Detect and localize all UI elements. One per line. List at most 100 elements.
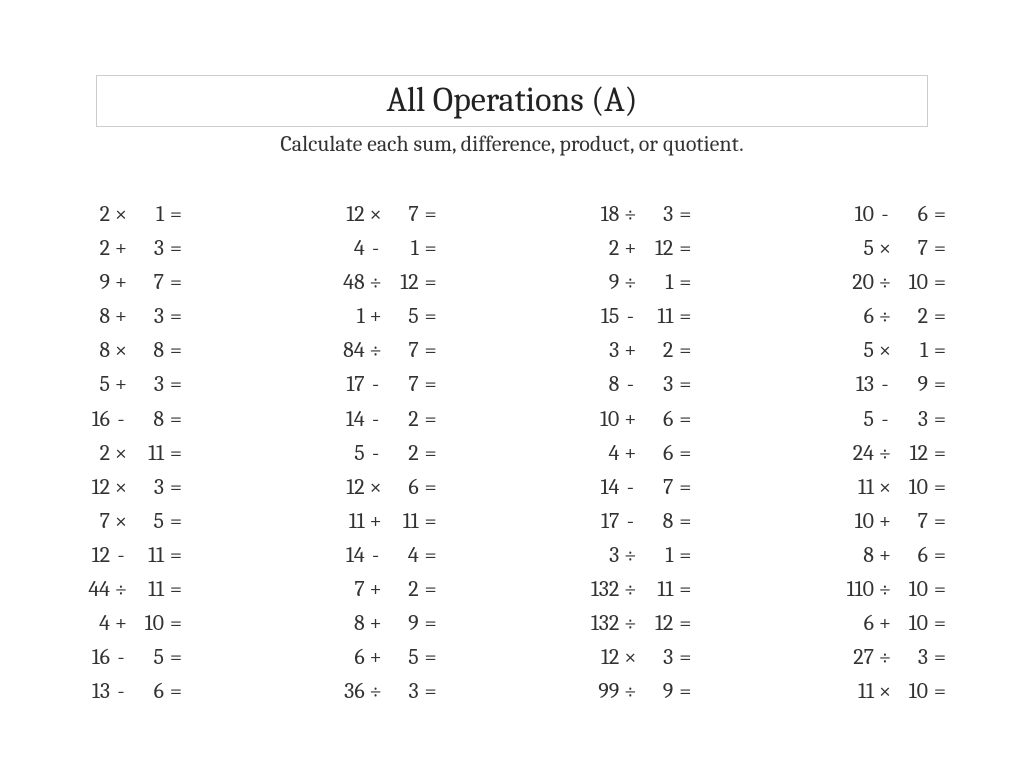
operand-a: 27 — [836, 640, 874, 674]
equals-sign: = — [419, 402, 443, 436]
equals-sign: = — [164, 470, 188, 504]
equals-sign: = — [928, 572, 952, 606]
operand-a: 13 — [836, 367, 874, 401]
equals-sign: = — [673, 367, 697, 401]
operand-b: 3 — [896, 402, 928, 436]
equals-sign: = — [673, 265, 697, 299]
operand-a: 132 — [581, 572, 619, 606]
problem-row: 5-2= — [327, 436, 443, 470]
equals-sign: = — [419, 367, 443, 401]
problem-row: 2×1= — [72, 197, 188, 231]
equals-sign: = — [673, 504, 697, 538]
problem-row: 11+11= — [327, 504, 443, 538]
operator: ÷ — [874, 572, 896, 606]
problem-row: 8+3= — [72, 299, 188, 333]
problem-row: 99÷9= — [581, 674, 697, 708]
operand-b: 12 — [641, 231, 673, 265]
operand-b: 1 — [641, 265, 673, 299]
operand-b: 1 — [641, 538, 673, 572]
problem-column: 10-6=5×7=20÷10=6÷2=5×1=13-9=5-3=24÷12=11… — [836, 197, 952, 708]
operand-a: 2 — [72, 436, 110, 470]
equals-sign: = — [928, 640, 952, 674]
operand-a: 20 — [836, 265, 874, 299]
problem-row: 8-3= — [581, 367, 697, 401]
operand-a: 8 — [72, 299, 110, 333]
equals-sign: = — [164, 231, 188, 265]
operator: ÷ — [365, 265, 387, 299]
operator: + — [619, 231, 641, 265]
operand-a: 99 — [581, 674, 619, 708]
operator: + — [874, 606, 896, 640]
operator: ÷ — [874, 436, 896, 470]
equals-sign: = — [673, 436, 697, 470]
operand-b: 11 — [132, 572, 164, 606]
operand-a: 12 — [72, 470, 110, 504]
operand-a: 36 — [327, 674, 365, 708]
operand-b: 5 — [387, 299, 419, 333]
operator: × — [874, 333, 896, 367]
equals-sign: = — [164, 299, 188, 333]
operand-b: 6 — [896, 538, 928, 572]
equals-sign: = — [673, 197, 697, 231]
operand-b: 2 — [641, 333, 673, 367]
operand-a: 14 — [327, 402, 365, 436]
equals-sign: = — [419, 231, 443, 265]
operator: × — [365, 197, 387, 231]
operand-b: 10 — [896, 572, 928, 606]
operator: ÷ — [619, 606, 641, 640]
operand-a: 16 — [72, 402, 110, 436]
equals-sign: = — [673, 606, 697, 640]
operand-a: 3 — [581, 538, 619, 572]
operand-b: 6 — [641, 436, 673, 470]
equals-sign: = — [928, 402, 952, 436]
operand-b: 4 — [387, 538, 419, 572]
operand-b: 9 — [387, 606, 419, 640]
problem-column: 18÷3=2+12=9÷1=15-11=3+2=8-3=10+6=4+6=14-… — [581, 197, 697, 708]
equals-sign: = — [164, 367, 188, 401]
problem-row: 18÷3= — [581, 197, 697, 231]
problem-row: 7×5= — [72, 504, 188, 538]
operand-b: 3 — [896, 640, 928, 674]
operand-a: 110 — [836, 572, 874, 606]
equals-sign: = — [928, 197, 952, 231]
operand-b: 11 — [132, 538, 164, 572]
operand-b: 1 — [387, 231, 419, 265]
problem-row: 5×7= — [836, 231, 952, 265]
operator: ÷ — [619, 674, 641, 708]
operator: ÷ — [619, 265, 641, 299]
operand-b: 10 — [896, 606, 928, 640]
problem-row: 6+10= — [836, 606, 952, 640]
problem-row: 132÷11= — [581, 572, 697, 606]
equals-sign: = — [419, 504, 443, 538]
equals-sign: = — [419, 265, 443, 299]
operator: ÷ — [365, 674, 387, 708]
problem-row: 5-3= — [836, 402, 952, 436]
operator: ÷ — [619, 538, 641, 572]
equals-sign: = — [673, 470, 697, 504]
operator: × — [110, 470, 132, 504]
operand-b: 7 — [641, 470, 673, 504]
operand-b: 11 — [387, 504, 419, 538]
operand-b: 12 — [641, 606, 673, 640]
operand-a: 11 — [836, 470, 874, 504]
operand-b: 7 — [896, 231, 928, 265]
operator: - — [874, 402, 896, 436]
operand-a: 6 — [836, 606, 874, 640]
problem-row: 8+6= — [836, 538, 952, 572]
equals-sign: = — [419, 538, 443, 572]
equals-sign: = — [673, 231, 697, 265]
operand-a: 4 — [72, 606, 110, 640]
operand-a: 8 — [327, 606, 365, 640]
operand-b: 10 — [896, 265, 928, 299]
operand-b: 8 — [132, 402, 164, 436]
operand-b: 7 — [387, 333, 419, 367]
problem-row: 10+6= — [581, 402, 697, 436]
operator: - — [619, 367, 641, 401]
operand-a: 11 — [836, 674, 874, 708]
operator: - — [110, 402, 132, 436]
operator: - — [619, 299, 641, 333]
operand-b: 11 — [132, 436, 164, 470]
operand-b: 8 — [641, 504, 673, 538]
problem-row: 10+7= — [836, 504, 952, 538]
equals-sign: = — [164, 572, 188, 606]
